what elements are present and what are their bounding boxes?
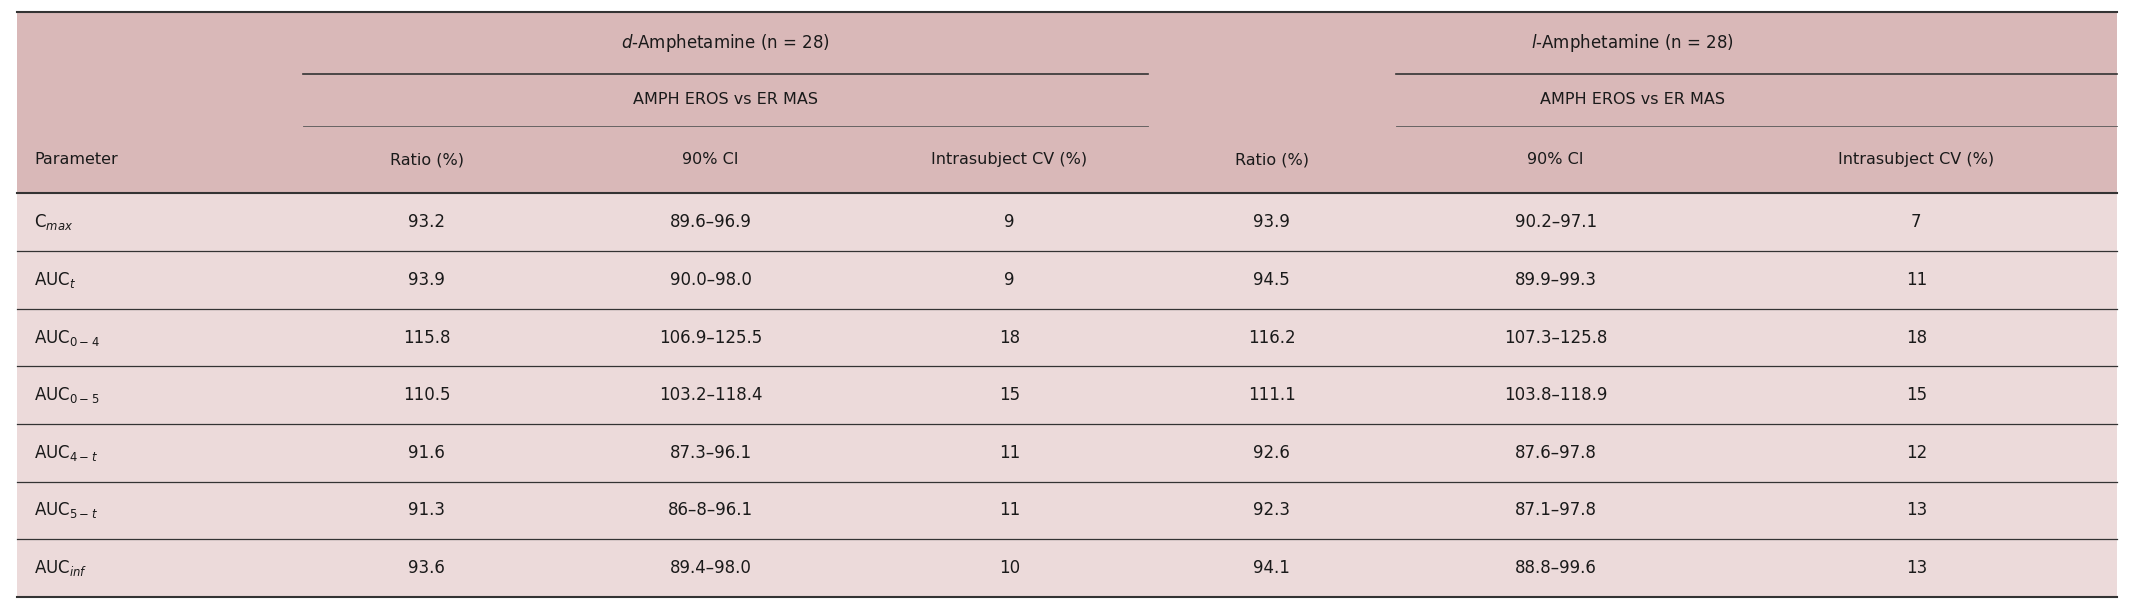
Text: Ratio (%): Ratio (%) xyxy=(1236,152,1308,167)
Text: Intrasubject CV (%): Intrasubject CV (%) xyxy=(1837,152,1995,167)
Text: AUC$_{0-4}$: AUC$_{0-4}$ xyxy=(34,327,100,347)
Text: 93.2: 93.2 xyxy=(408,213,446,231)
Text: Ratio (%): Ratio (%) xyxy=(391,152,463,167)
Bar xyxy=(17,539,2117,597)
Text: 13: 13 xyxy=(1906,559,1927,577)
Text: Intrasubject CV (%): Intrasubject CV (%) xyxy=(930,152,1088,167)
Text: 15: 15 xyxy=(999,386,1020,404)
Bar xyxy=(17,251,2117,308)
Bar xyxy=(17,367,2117,424)
Text: 94.1: 94.1 xyxy=(1253,559,1291,577)
Text: 93.9: 93.9 xyxy=(1253,213,1291,231)
Text: 93.9: 93.9 xyxy=(408,271,446,289)
Text: 87.1–97.8: 87.1–97.8 xyxy=(1515,501,1596,519)
Text: $\it{l}$-Amphetamine (n = 28): $\it{l}$-Amphetamine (n = 28) xyxy=(1530,32,1735,54)
Text: 11: 11 xyxy=(999,444,1020,462)
Text: 116.2: 116.2 xyxy=(1248,328,1295,347)
Bar xyxy=(17,12,2117,193)
Text: 93.6: 93.6 xyxy=(408,559,446,577)
Text: 89.9–99.3: 89.9–99.3 xyxy=(1515,271,1596,289)
Text: AMPH EROS vs ER MAS: AMPH EROS vs ER MAS xyxy=(1541,92,1724,107)
Text: 92.6: 92.6 xyxy=(1253,444,1291,462)
Text: 10: 10 xyxy=(999,559,1020,577)
Text: 7: 7 xyxy=(1912,213,1921,231)
Bar xyxy=(17,308,2117,367)
Text: AMPH EROS vs ER MAS: AMPH EROS vs ER MAS xyxy=(634,92,817,107)
Text: 11: 11 xyxy=(1906,271,1927,289)
Text: 90.0–98.0: 90.0–98.0 xyxy=(670,271,751,289)
Text: 103.2–118.4: 103.2–118.4 xyxy=(659,386,762,404)
Text: 103.8–118.9: 103.8–118.9 xyxy=(1504,386,1607,404)
Text: 11: 11 xyxy=(999,501,1020,519)
Text: 106.9–125.5: 106.9–125.5 xyxy=(659,328,762,347)
Text: 88.8–99.6: 88.8–99.6 xyxy=(1515,559,1596,577)
Text: AUC$_{0-5}$: AUC$_{0-5}$ xyxy=(34,385,100,405)
Text: 91.6: 91.6 xyxy=(408,444,446,462)
Text: 94.5: 94.5 xyxy=(1253,271,1291,289)
Bar xyxy=(17,424,2117,482)
Text: 90% CI: 90% CI xyxy=(1528,152,1583,167)
Text: 90% CI: 90% CI xyxy=(683,152,738,167)
Text: 90.2–97.1: 90.2–97.1 xyxy=(1515,213,1596,231)
Text: 87.3–96.1: 87.3–96.1 xyxy=(670,444,751,462)
Text: 18: 18 xyxy=(999,328,1020,347)
Text: 12: 12 xyxy=(1906,444,1927,462)
Text: 13: 13 xyxy=(1906,501,1927,519)
Text: 92.3: 92.3 xyxy=(1253,501,1291,519)
Bar xyxy=(17,193,2117,251)
Text: 9: 9 xyxy=(1005,213,1014,231)
Text: AUC$_{inf}$: AUC$_{inf}$ xyxy=(34,558,87,578)
Text: 89.6–96.9: 89.6–96.9 xyxy=(670,213,751,231)
Text: AUC$_{5-t}$: AUC$_{5-t}$ xyxy=(34,501,98,521)
Text: 89.4–98.0: 89.4–98.0 xyxy=(670,559,751,577)
Text: 115.8: 115.8 xyxy=(403,328,450,347)
Text: AUC$_{t}$: AUC$_{t}$ xyxy=(34,270,77,290)
Text: 111.1: 111.1 xyxy=(1248,386,1295,404)
Text: 18: 18 xyxy=(1906,328,1927,347)
Text: $\it{d}$-Amphetamine (n = 28): $\it{d}$-Amphetamine (n = 28) xyxy=(621,32,830,54)
Text: Parameter: Parameter xyxy=(34,152,117,167)
Text: C$_{max}$: C$_{max}$ xyxy=(34,212,73,232)
Text: 15: 15 xyxy=(1906,386,1927,404)
Text: 87.6–97.8: 87.6–97.8 xyxy=(1515,444,1596,462)
Text: AUC$_{4-t}$: AUC$_{4-t}$ xyxy=(34,443,98,463)
Text: 86–8–96.1: 86–8–96.1 xyxy=(668,501,753,519)
Text: 91.3: 91.3 xyxy=(408,501,446,519)
Text: 107.3–125.8: 107.3–125.8 xyxy=(1504,328,1607,347)
Text: 9: 9 xyxy=(1005,271,1014,289)
Text: 110.5: 110.5 xyxy=(403,386,450,404)
Bar xyxy=(17,482,2117,539)
